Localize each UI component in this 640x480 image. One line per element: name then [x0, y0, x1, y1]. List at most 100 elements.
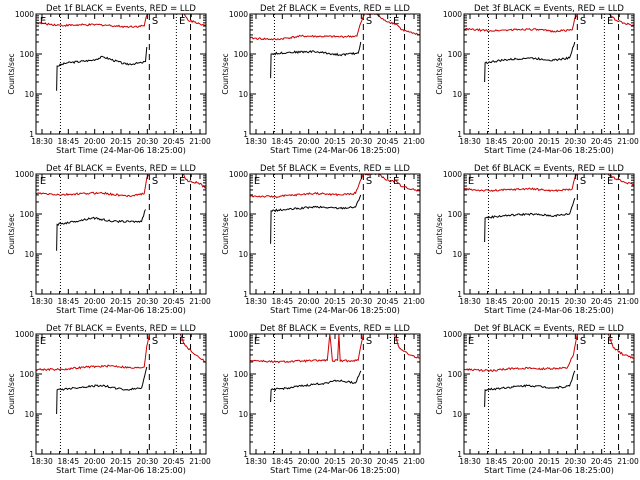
y-axis-label: Counts/sec	[435, 213, 444, 254]
x-tick-label: 20:30	[351, 457, 373, 466]
marker-label: S	[366, 176, 372, 187]
lld-series-line	[464, 334, 578, 373]
x-tick-label: 18:45	[272, 137, 294, 146]
y-tick-label: 10	[452, 250, 462, 259]
x-tick-label: 18:30	[459, 297, 481, 306]
x-axis-label: Start Time (24-Mar-06 18:25:00)	[270, 306, 400, 315]
x-tick-label: 18:45	[486, 297, 508, 306]
chart-title: Det 2f BLACK = Events, RED = LLD	[260, 4, 410, 14]
lld-series-tail-line	[179, 334, 206, 363]
x-tick-label: 21:00	[403, 137, 425, 146]
y-axis-label: Counts/sec	[221, 53, 230, 94]
y-tick-label: 1000	[15, 170, 34, 179]
lld-series-tail-line	[607, 174, 634, 186]
events-series-line	[484, 370, 576, 408]
x-axis-label: Start Time (24-Mar-06 18:25:00)	[56, 466, 186, 475]
y-tick-label: 10	[238, 90, 248, 99]
x-tick-label: 18:45	[58, 297, 80, 306]
x-tick-label: 20:00	[84, 297, 106, 306]
marker-label: E	[179, 336, 185, 347]
x-tick-label: 21:00	[403, 457, 425, 466]
x-tick-label: 20:30	[565, 137, 587, 146]
x-tick-label: 20:15	[110, 297, 132, 306]
plot-frame	[35, 13, 207, 135]
y-axis-label: Counts/sec	[7, 373, 16, 414]
lld-series-line	[36, 334, 150, 372]
x-tick-label: 20:45	[163, 297, 185, 306]
x-axis-label: Start Time (24-Mar-06 18:25:00)	[56, 306, 186, 315]
chart-title: Det 5f BLACK = Events, RED = LLD	[260, 164, 410, 174]
x-tick-label: 18:45	[58, 457, 80, 466]
marker-label: E	[607, 336, 613, 347]
lld-series-line	[464, 14, 578, 33]
marker-label: E	[607, 176, 613, 187]
y-tick-label: 1000	[229, 10, 248, 19]
y-tick-label: 100	[448, 210, 463, 219]
x-tick-label: 21:00	[189, 137, 211, 146]
events-series-line	[484, 41, 576, 83]
lld-series-line	[250, 174, 420, 199]
x-axis-label: Start Time (24-Mar-06 18:25:00)	[484, 146, 614, 155]
x-tick-label: 20:00	[512, 137, 534, 146]
x-tick-label: 20:00	[298, 137, 320, 146]
lld-series-line	[36, 174, 150, 198]
x-axis-label: Start Time (24-Mar-06 18:25:00)	[56, 146, 186, 155]
x-tick-label: 18:30	[245, 137, 267, 146]
x-tick-label: 21:00	[617, 457, 639, 466]
y-tick-label: 100	[20, 370, 35, 379]
x-tick-label: 20:15	[538, 137, 560, 146]
x-tick-label: 18:30	[459, 457, 481, 466]
chart-panel: Det 3f BLACK = Events, RED = LLD S E 1 10 100…	[435, 4, 639, 155]
x-tick-label: 20:30	[137, 457, 159, 466]
marker-label: E	[393, 336, 399, 347]
y-tick-label: 1	[243, 450, 248, 459]
marker-label: S	[366, 16, 372, 27]
x-tick-label: 21:00	[189, 457, 211, 466]
marker-label: S	[580, 336, 586, 347]
x-tick-label: 18:30	[245, 457, 267, 466]
x-tick-label: 20:30	[137, 297, 159, 306]
x-tick-label: 18:30	[31, 457, 53, 466]
y-axis-label: Counts/sec	[7, 213, 16, 254]
chart-title: Det 1f BLACK = Events, RED = LLD	[46, 4, 196, 14]
y-tick-label: 1	[29, 450, 34, 459]
x-tick-label: 18:45	[58, 137, 80, 146]
x-tick-label: 21:00	[403, 297, 425, 306]
events-series-line	[270, 370, 362, 403]
y-tick-label: 10	[452, 410, 462, 419]
plot-frame	[249, 333, 421, 455]
y-tick-label: 1000	[443, 170, 462, 179]
x-tick-label: 21:00	[617, 137, 639, 146]
events-series-line	[56, 366, 148, 415]
x-tick-label: 20:00	[512, 297, 534, 306]
chart-title: Det 7f BLACK = Events, RED = LLD	[46, 324, 196, 334]
x-tick-label: 20:30	[565, 457, 587, 466]
y-tick-label: 1	[457, 130, 462, 139]
lld-series-tail-line	[182, 174, 206, 189]
chart-title: Det 4f BLACK = Events, RED = LLD	[46, 164, 196, 174]
plot-frame	[249, 13, 421, 135]
marker-label: S	[152, 176, 158, 187]
x-tick-label: 18:30	[245, 297, 267, 306]
y-tick-label: 100	[448, 50, 463, 59]
x-tick-label: 20:00	[84, 457, 106, 466]
plot-frame	[35, 173, 207, 295]
y-tick-label: 10	[24, 250, 34, 259]
plot-frame	[463, 173, 635, 295]
x-tick-label: 18:45	[486, 137, 508, 146]
y-tick-label: 1	[243, 290, 248, 299]
y-tick-label: 1000	[15, 330, 34, 339]
x-tick-label: 20:45	[163, 457, 185, 466]
y-axis-label: Counts/sec	[435, 373, 444, 414]
x-tick-label: 20:15	[110, 457, 132, 466]
plot-frame	[249, 173, 421, 295]
lld-series-tail-line	[608, 14, 634, 28]
lld-series-line	[250, 334, 364, 364]
x-tick-label: 20:15	[324, 137, 346, 146]
